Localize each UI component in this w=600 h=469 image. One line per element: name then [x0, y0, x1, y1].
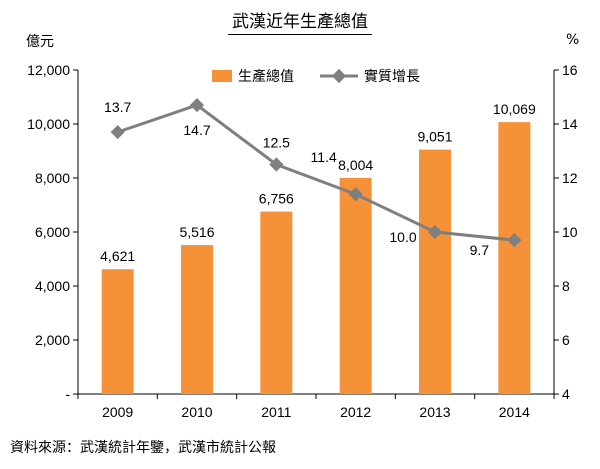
- growth-value-label: 12.5: [263, 135, 290, 151]
- legend-bar-label: 生產總值: [238, 68, 294, 84]
- chart-title: 武漢近年生產總值: [0, 7, 600, 35]
- left-tick-label: 6,000: [35, 224, 70, 240]
- left-axis-unit: 億元: [26, 34, 54, 50]
- bar-value-label: 9,051: [417, 129, 452, 145]
- growth-point: [348, 187, 363, 202]
- bar: [101, 269, 134, 394]
- bar: [419, 149, 451, 394]
- right-tick-label: 6: [562, 332, 570, 348]
- growth-line: [117, 103, 515, 242]
- right-tick-label: 8: [562, 278, 570, 294]
- growth-value-label: 9.7: [470, 242, 490, 258]
- bar: [260, 211, 293, 394]
- x-tick-label: 2014: [499, 404, 530, 420]
- bar-value-label: 6,756: [259, 191, 294, 207]
- right-tick-label: 12: [562, 170, 578, 186]
- legend-line-marker: [331, 68, 347, 84]
- x-tick-label: 2013: [419, 404, 450, 420]
- bar-value-label: 4,621: [100, 248, 135, 264]
- x-tick-label: 2010: [181, 404, 212, 420]
- growth-point: [269, 157, 284, 172]
- left-tick-label: -: [65, 386, 70, 402]
- left-tick-label: 10,000: [27, 116, 70, 132]
- bar: [339, 177, 372, 394]
- bar-value-label: 5,516: [179, 224, 214, 240]
- growth-value-label: 11.4: [311, 149, 337, 165]
- right-tick-label: 4: [562, 386, 570, 402]
- growth-value-label: 13.7: [104, 99, 131, 115]
- right-tick-label: 16: [562, 62, 578, 78]
- chart-title-text: 武漢近年生產總值: [228, 12, 372, 35]
- x-tick-label: 2011: [261, 404, 291, 420]
- right-tick-label: 10: [562, 224, 578, 240]
- left-tick-label: 2,000: [35, 332, 70, 348]
- x-tick-label: 2009: [102, 404, 133, 420]
- growth-value-label: 10.0: [389, 229, 416, 245]
- growth-value-label: 14.7: [183, 122, 210, 138]
- bar-value-label: 10,069: [493, 101, 536, 117]
- bar: [181, 245, 213, 394]
- bar: [498, 122, 531, 395]
- right-axis-unit: %: [566, 32, 580, 48]
- x-tick-label: 2012: [340, 404, 371, 420]
- left-tick-label: 4,000: [35, 278, 70, 294]
- left-tick-label: 12,000: [27, 62, 70, 78]
- growth-point: [110, 125, 125, 140]
- legend-bar-swatch: [212, 70, 232, 82]
- bar-value-label: 8,004: [338, 157, 373, 173]
- right-tick-label: 14: [562, 116, 578, 132]
- legend-line-label: 實質增長: [364, 68, 420, 84]
- growth-point: [427, 224, 443, 240]
- left-tick-label: 8,000: [35, 170, 70, 186]
- source-note: 資料來源：武漢統計年鑒，武漢市統計公報: [10, 440, 276, 456]
